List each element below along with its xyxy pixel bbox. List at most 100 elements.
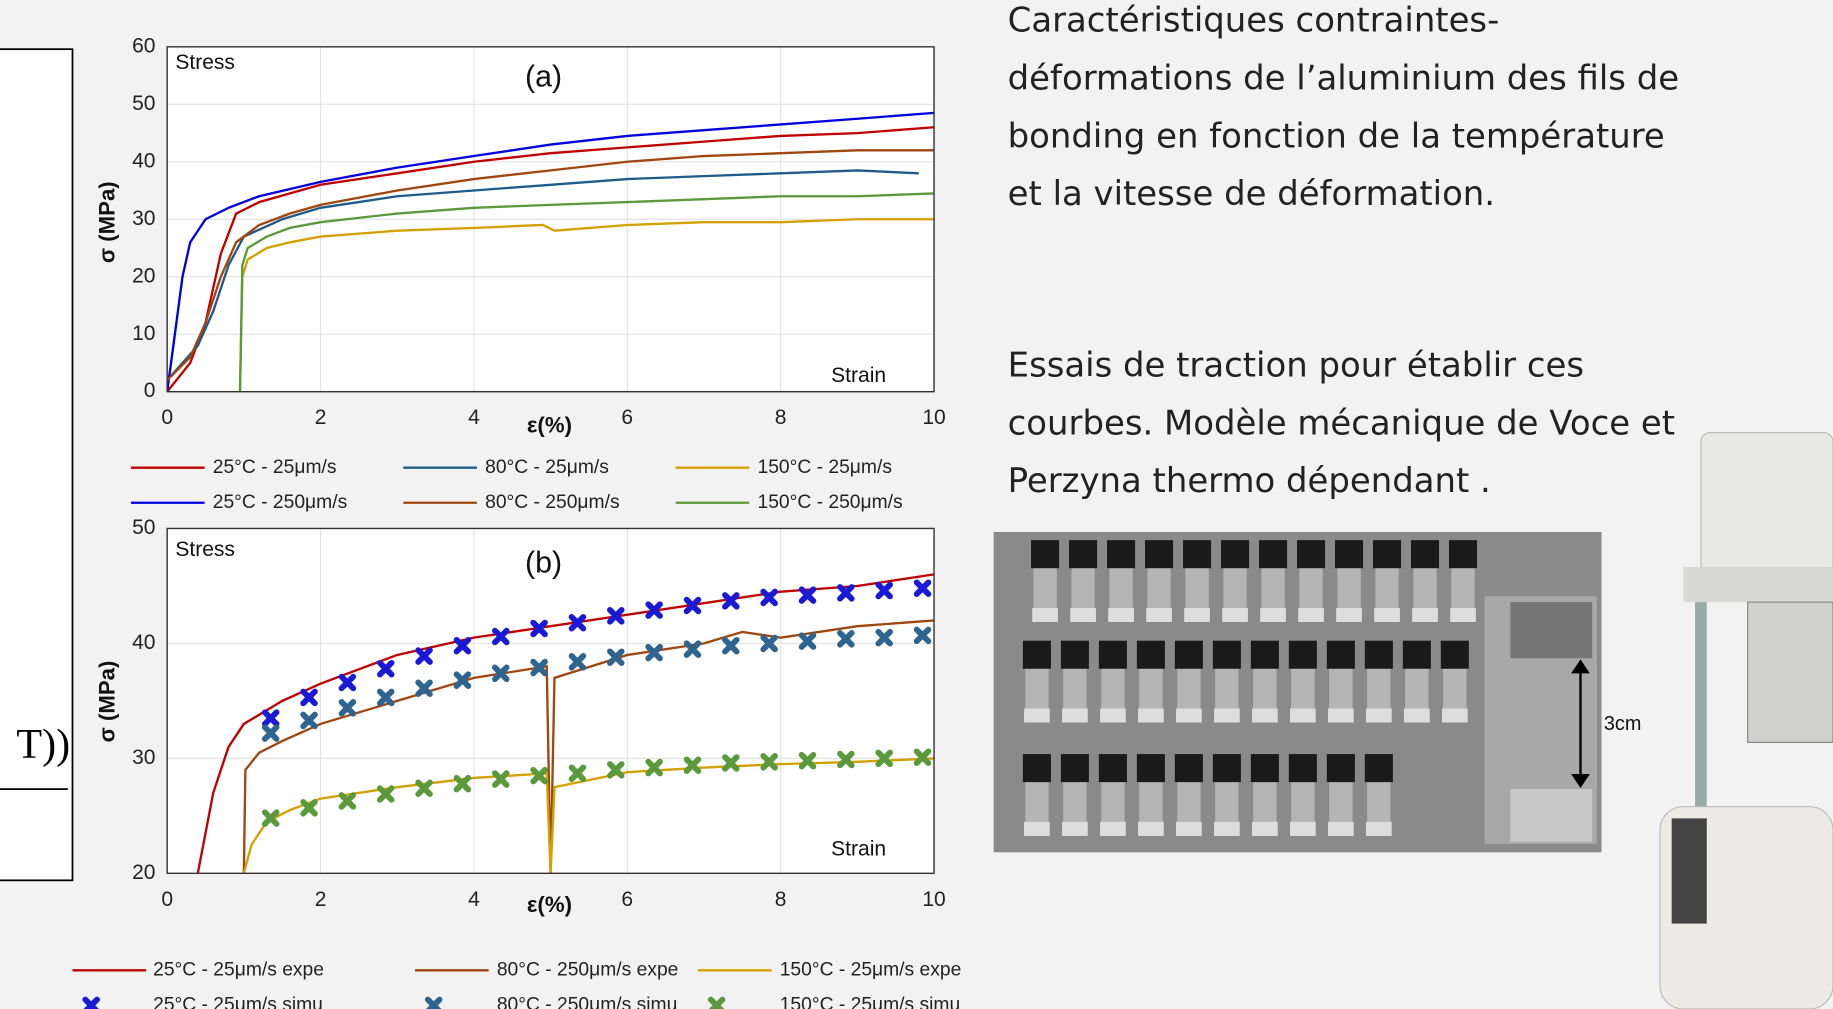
marker [491,627,510,646]
marker [760,753,778,771]
x-tick-label: 0 [161,888,173,911]
specimen-tag [1024,708,1050,723]
x-axis-label: ε(%) [527,413,572,438]
legend-label: 25°C - 25μm/s expe [153,959,324,980]
x-tick-label: 8 [775,888,787,911]
legend-label: 150°C - 25μm/s [758,457,892,478]
specimen [1451,563,1475,622]
legend-label: 25°C - 25μm/s simu [153,995,323,1009]
description-line: déformations de l’aluminium des fils de [1008,59,1679,98]
specimen [1367,664,1391,723]
marker [300,711,318,730]
marker [530,766,548,785]
chart: 0 2 4 6 8 10 20 30 40 50 25°C - 25μm/s expe 80°C - … [72,516,961,1009]
specimen [1063,664,1087,723]
specimen-top [1440,640,1469,669]
specimen [1253,777,1277,836]
specimen-top [1098,754,1127,783]
marker [798,751,817,770]
y-axis-label: σ (MPa) [95,661,120,743]
y-tick-label: 30 [132,207,155,230]
legend-label: 80°C - 250μm/s [485,492,619,513]
specimen-tag [1327,708,1354,723]
specimen-tag [1176,821,1202,836]
marker [760,588,778,607]
series-line [238,218,935,392]
specimen-tag [1062,821,1088,836]
specimen-top [1250,754,1279,783]
specimen-top [1145,540,1174,569]
chart: 0 2 4 6 8 10 0 10 20 30 40 50 60 25°C - 25μm/s 80°C - … [95,34,946,512]
specimen [1215,777,1239,836]
marker [415,779,433,798]
legend-label: 80°C - 250μm/s simu [497,995,677,1009]
machine-crossbar [1683,567,1833,603]
specimen-tag [1024,821,1050,836]
marker [453,671,472,689]
specimen-top [1107,540,1136,569]
marker [722,754,740,772]
specimen-top [1183,540,1212,569]
specimen-tag [1146,607,1172,622]
specimen-top [1174,640,1203,669]
annotation: Strain [831,364,886,387]
description-line: Caractéristiques contraintes- [1008,1,1500,40]
specimen [1033,563,1057,622]
chart-title: (a) [525,59,562,93]
marker [300,688,318,707]
specimen-top [1372,540,1402,569]
chart-title: (b) [525,546,562,580]
legend-label: 150°C - 250μm/s [758,492,903,513]
plot-frame [166,46,935,393]
specimen-top [1022,754,1051,783]
specimen-top [1069,540,1098,569]
marker [875,628,893,647]
specimen [1337,563,1361,622]
x-tick-label: 2 [315,888,327,911]
specimen-top [1410,540,1440,569]
specimen [1101,777,1125,836]
specimen-tab [1510,789,1593,842]
marker [415,647,433,665]
marker [875,581,893,600]
x-tick-label: 8 [775,406,787,429]
specimen-tab [1510,602,1593,659]
annotation: Stress [175,538,235,561]
marker [913,626,932,645]
series-line [238,192,935,392]
specimen-tag [1260,607,1286,622]
marker [798,632,817,650]
y-tick-label: 20 [132,264,155,287]
marker [530,658,548,677]
marker [376,659,395,678]
specimen-top [1326,754,1355,783]
specimen-tag [1441,708,1468,723]
specimen-tag [1184,607,1210,622]
specimen [1405,664,1429,723]
marker [837,584,855,602]
marker [261,709,280,727]
specimen [1177,777,1201,836]
specimen-tag [1214,708,1240,723]
marker [645,601,663,619]
marker [568,613,587,632]
photo-label: 3cm [1604,713,1642,735]
marker [376,785,395,803]
specimen [1139,664,1163,723]
marker [722,592,740,610]
series-line [167,169,919,382]
marker [607,648,625,666]
specimen-top [1364,754,1393,783]
specimen-tag [1138,821,1164,836]
specimen [1139,777,1163,836]
specimen [1299,563,1323,622]
marker [760,634,778,653]
series-line [167,149,935,382]
marker [261,809,280,827]
legend-marker [707,996,726,1009]
arrow-heads [1571,659,1590,788]
specimen-tag [1336,607,1362,622]
x-tick-label: 4 [468,406,480,429]
y-tick-label: 0 [144,379,156,402]
series-line [167,126,935,392]
